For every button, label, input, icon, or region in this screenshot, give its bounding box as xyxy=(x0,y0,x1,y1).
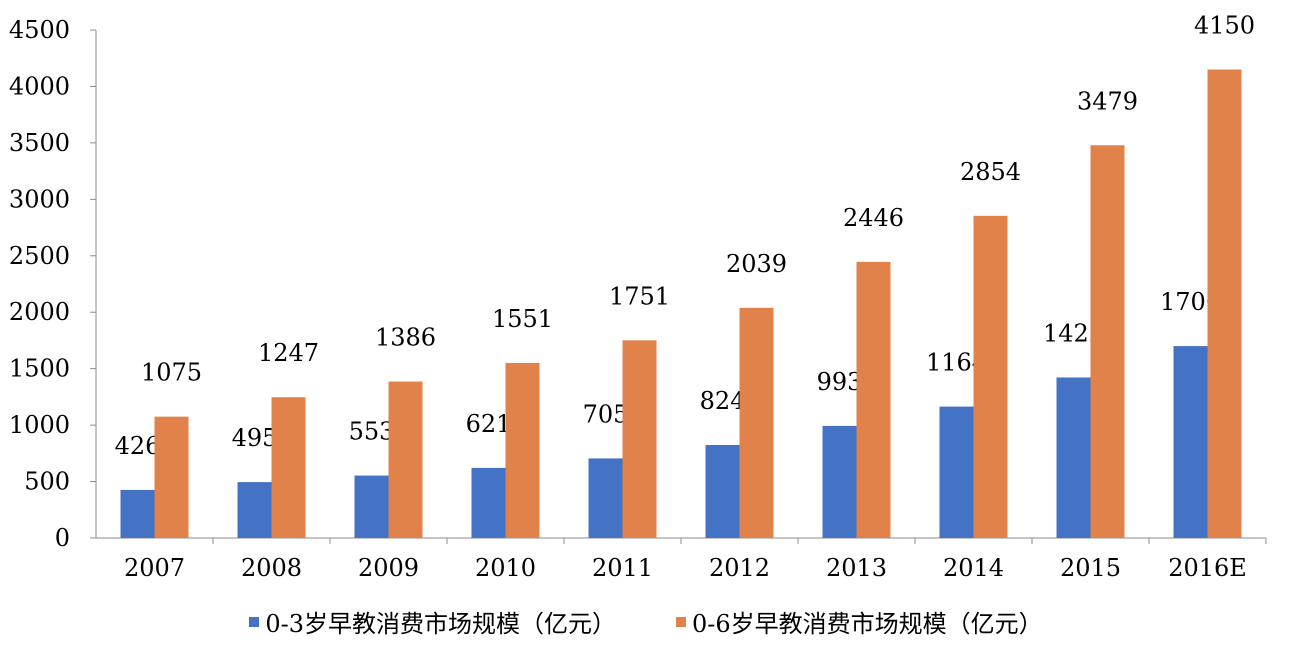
data-label-series-2: 2446 xyxy=(843,204,904,232)
y-tick-label: 0 xyxy=(55,524,70,552)
data-label-series-1: 426 xyxy=(115,432,161,460)
legend-swatch-series-2 xyxy=(676,616,686,627)
bar-series-1 xyxy=(1056,377,1091,538)
data-label-series-2: 2854 xyxy=(960,158,1021,186)
x-tick-label: 2007 xyxy=(124,554,185,582)
x-tick-label: 2012 xyxy=(709,554,770,582)
bar-series-1 xyxy=(354,475,389,538)
legend-item-series-2: 0-6岁早教消费市场规模（亿元） xyxy=(676,604,1043,639)
x-tick-label: 2008 xyxy=(241,554,302,582)
bar-series-1 xyxy=(237,482,272,538)
data-label-series-2: 1551 xyxy=(492,305,553,333)
legend-item-series-1: 0-3岁早教消费市场规模（亿元） xyxy=(249,604,616,639)
legend-swatch-series-1 xyxy=(249,616,260,627)
bar-series-1 xyxy=(939,406,974,538)
data-label-series-2: 1751 xyxy=(609,282,670,310)
y-tick-label: 4500 xyxy=(9,16,70,44)
bar-series-2 xyxy=(1207,69,1242,538)
x-tick-label: 2010 xyxy=(475,554,536,582)
x-tick-label: 2014 xyxy=(943,554,1004,582)
bar-series-1 xyxy=(822,425,857,538)
x-tick-label: 2009 xyxy=(358,554,419,582)
legend: 0-3岁早教消费市场规模（亿元） 0-6岁早教消费市场规模（亿元） xyxy=(0,604,1292,639)
x-tick-label: 2013 xyxy=(826,554,887,582)
data-label-series-2: 1386 xyxy=(375,324,436,352)
bar-series-1 xyxy=(120,489,155,538)
data-label-series-1: 993 xyxy=(817,368,863,396)
data-label-series-1: 621 xyxy=(466,410,512,438)
x-tick-label: 2011 xyxy=(592,554,653,582)
data-label-series-2: 2039 xyxy=(726,250,787,278)
data-label-series-1: 824 xyxy=(700,387,746,415)
y-tick-label: 500 xyxy=(24,468,70,496)
bar-series-2 xyxy=(1090,145,1125,538)
legend-label-series-2: 0-6岁早教消费市场规模（亿元） xyxy=(692,610,1043,638)
bar-series-2 xyxy=(622,340,657,538)
bar-series-2 xyxy=(973,215,1008,538)
data-label-series-2: 1075 xyxy=(141,359,202,387)
bar-series-2 xyxy=(271,397,306,538)
bar-series-2 xyxy=(856,261,891,538)
legend-label-series-1: 0-3岁早教消费市场规模（亿元） xyxy=(265,610,616,638)
bar-series-2 xyxy=(739,307,774,538)
x-tick-label: 2016E xyxy=(1168,554,1247,582)
y-tick-label: 1000 xyxy=(9,411,70,439)
data-label-series-1: 495 xyxy=(232,424,278,452)
bar-chart: 0 500 1000 1500 2000 2500 3000 3500 4000 4500 2007… xyxy=(9,12,1267,582)
data-label-series-2: 3479 xyxy=(1077,87,1138,115)
y-tick-label: 3500 xyxy=(9,129,70,157)
y-tick-label: 2000 xyxy=(9,298,70,326)
y-tick-label: 2500 xyxy=(9,242,70,270)
data-label-series-1: 553 xyxy=(349,418,395,446)
data-label-series-1: 705 xyxy=(583,400,629,428)
bar-series-1 xyxy=(1173,346,1208,538)
data-label-series-2: 4150 xyxy=(1194,12,1255,40)
y-tick-label: 1500 xyxy=(9,355,70,383)
bar-series-1 xyxy=(471,467,506,538)
bar-series-1 xyxy=(705,444,740,538)
bar-series-2 xyxy=(154,416,189,538)
x-tick-label: 2015 xyxy=(1060,554,1121,582)
bar-series-2 xyxy=(388,381,423,538)
y-tick-label: 3000 xyxy=(9,185,70,213)
bar-series-2 xyxy=(505,362,540,538)
data-label-series-2: 1247 xyxy=(258,339,319,367)
bar-series-1 xyxy=(588,458,623,538)
y-tick-label: 4000 xyxy=(9,72,70,100)
